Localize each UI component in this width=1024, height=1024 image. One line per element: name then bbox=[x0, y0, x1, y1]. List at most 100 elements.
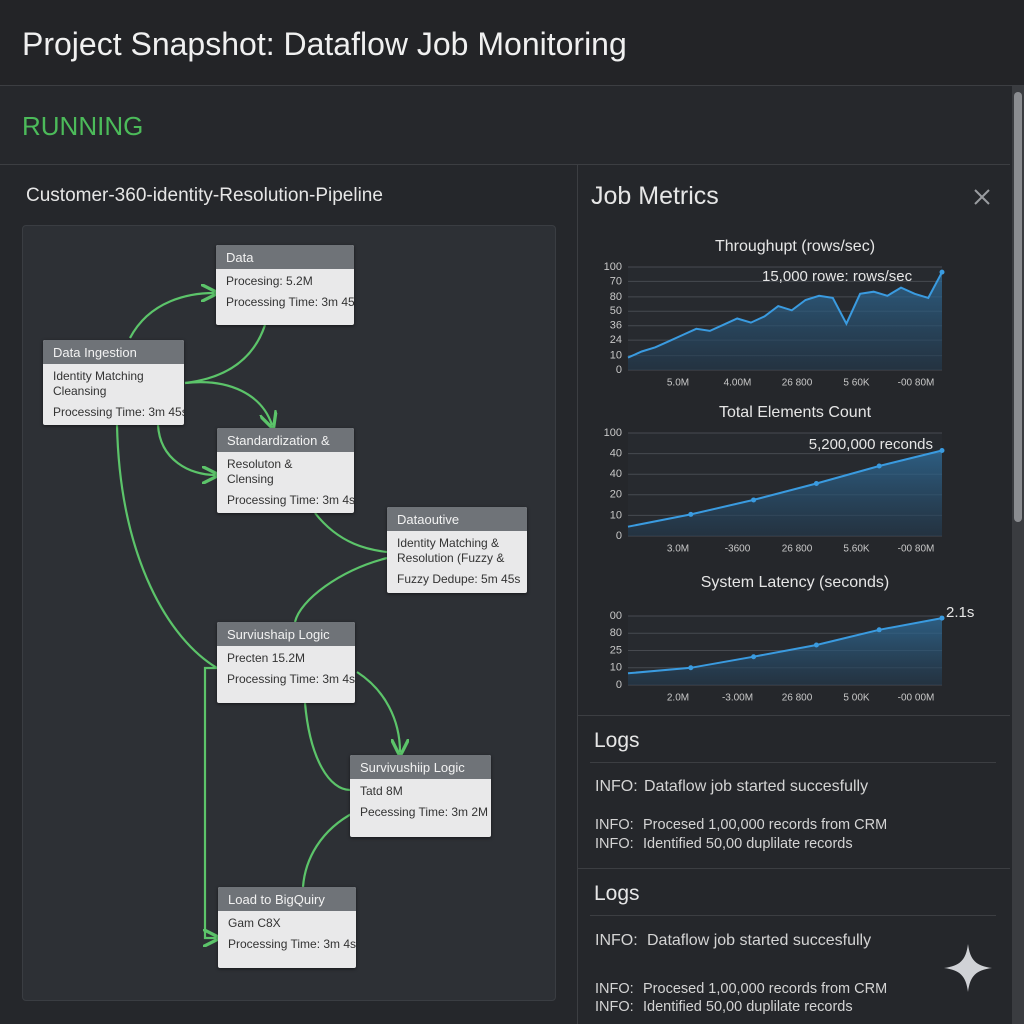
pipeline-node: Surviushaip Logic Precten 15.2M Processing… bbox=[217, 622, 355, 703]
data-point bbox=[688, 665, 694, 671]
pipeline-node: Survivushiip Logic Tatd 8M Pecessing Time:… bbox=[350, 755, 491, 837]
y-tick-label: 50 bbox=[610, 305, 622, 317]
node-body: Gam C8X Processing Time: 3m 4s bbox=[218, 911, 356, 957]
y-tick-label: 36 bbox=[610, 320, 622, 332]
edge bbox=[184, 381, 272, 425]
data-point bbox=[813, 642, 819, 648]
node-body: Procesing: 5.2M Processing Time: 3m 45s bbox=[216, 269, 354, 315]
log-message: Dataflow job started succesfully bbox=[644, 778, 869, 795]
pipeline-node: Data Procesing: 5.2M Processing Time: 3m 4… bbox=[216, 245, 354, 325]
log-level: INFO: bbox=[595, 932, 638, 949]
divider bbox=[577, 165, 578, 1024]
divider bbox=[578, 868, 1010, 869]
x-tick-label: -00 80M bbox=[898, 544, 935, 555]
y-tick-label: 10 bbox=[610, 662, 622, 674]
node-line: Fuzzy Dedupe: 5m 45s bbox=[397, 572, 521, 586]
x-tick-label: 5.0M bbox=[667, 378, 689, 389]
node-line: Tatd 8M bbox=[360, 784, 403, 798]
x-tick-label: 5 60K bbox=[843, 378, 869, 389]
edge bbox=[314, 512, 388, 554]
node-line: Processing Time: 3m 4s bbox=[227, 493, 354, 507]
node-line: Resoluton & bbox=[227, 457, 293, 471]
node-title: Survivushiip Logic bbox=[350, 755, 491, 779]
x-tick-label: -3.00M bbox=[722, 693, 753, 704]
log-level: INFO: bbox=[595, 778, 638, 795]
line-area bbox=[628, 450, 942, 536]
node-title: Dataoutive bbox=[387, 507, 527, 531]
node-line: Clensing bbox=[227, 472, 274, 486]
y-tick-label: 24 bbox=[610, 334, 622, 346]
line-series bbox=[627, 449, 943, 528]
node-title: Data bbox=[216, 245, 354, 269]
pipeline-node: Data Ingestion Identity Matching Cleansing… bbox=[43, 340, 184, 425]
node-line: Pecessing Time: 3m 2M bbox=[360, 805, 489, 819]
chart-title: Throughupt (rows/sec) bbox=[715, 238, 875, 255]
pipeline-node: Dataoutive Identity Matching & Resolution … bbox=[387, 507, 527, 593]
pipeline-name: Customer-360-identity-Resolution-Pipelin… bbox=[26, 185, 383, 206]
log-level: INFO: bbox=[595, 999, 634, 1015]
sparkle-icon[interactable] bbox=[942, 942, 994, 994]
data-point bbox=[751, 654, 757, 660]
page-title: Project Snapshot: Dataflow Job Monitorin… bbox=[22, 26, 627, 62]
logs-title: Logs bbox=[594, 882, 640, 905]
x-tick-label: 26 800 bbox=[782, 693, 813, 704]
y-tick-label: 0 bbox=[616, 530, 622, 542]
node-line: Resolution (Fuzzy & bbox=[397, 551, 505, 565]
close-button[interactable] bbox=[972, 187, 992, 207]
x-tick-label: 5.60K bbox=[843, 544, 869, 555]
log-message: Identified 50,00 duplilate records bbox=[643, 999, 853, 1015]
node-line: Identity Matching & bbox=[397, 536, 500, 550]
log-message: Procesed 1,00,000 records from CRM bbox=[643, 817, 888, 833]
y-tick-label: 100 bbox=[604, 261, 622, 273]
node-body: Identity Matching Cleansing Processing Tim… bbox=[43, 364, 184, 425]
node-title: Data Ingestion bbox=[43, 340, 184, 364]
chart-annotation: 15,000 rowe: rows/sec bbox=[762, 268, 913, 285]
node-body: Tatd 8M Pecessing Time: 3m 2M bbox=[350, 779, 491, 825]
divider bbox=[590, 762, 996, 763]
edge bbox=[205, 666, 217, 938]
status-label: RUNNING bbox=[22, 111, 144, 141]
y-tick-label: 100 bbox=[604, 427, 622, 439]
edge bbox=[293, 556, 388, 623]
edge bbox=[115, 424, 218, 669]
pipeline-node: Load to BigQuiry Gam C8X Processing Time: … bbox=[218, 887, 356, 968]
chart-annotation: 5,200,000 reconds bbox=[809, 436, 933, 453]
node-line: Gam C8X bbox=[228, 916, 281, 930]
log-level: INFO: bbox=[595, 836, 634, 852]
y-tick-label: 00 bbox=[610, 610, 622, 622]
node-body: Resoluton & Clensing Processing Time: 3m 4… bbox=[217, 452, 354, 513]
log-level: INFO: bbox=[595, 817, 634, 833]
header-bar bbox=[0, 0, 1024, 86]
scrollbar[interactable] bbox=[1012, 86, 1024, 1024]
scroll-thumb[interactable] bbox=[1014, 92, 1022, 522]
pipeline-node: Standardization & Resoluton & Clensing Proc… bbox=[217, 428, 354, 513]
node-body: Precten 15.2M Processing Time: 3m 4s bbox=[217, 646, 355, 692]
edge bbox=[301, 811, 356, 888]
y-tick-label: 80 bbox=[610, 627, 622, 639]
x-tick-label: 5 00K bbox=[843, 693, 869, 704]
x-tick-label: 3.0M bbox=[667, 544, 689, 555]
data-point bbox=[876, 463, 882, 469]
divider bbox=[590, 915, 996, 916]
node-line: Processing Time: 3m 4s bbox=[227, 672, 355, 686]
y-tick-label: 20 bbox=[610, 489, 622, 501]
data-point bbox=[939, 448, 945, 454]
node-title: Surviushaip Logic bbox=[217, 622, 355, 646]
chart-title: Total Elements Count bbox=[719, 404, 872, 421]
y-tick-label: 10 bbox=[610, 509, 622, 521]
data-point bbox=[939, 615, 945, 621]
y-tick-label: 40 bbox=[610, 468, 622, 480]
log-message: Procesed 1,00,000 records from CRM bbox=[643, 981, 888, 997]
metric-charts: Throughupt (rows/sec)10070805036241005.0… bbox=[604, 238, 975, 704]
data-point bbox=[751, 497, 757, 503]
x-tick-label: 26 800 bbox=[782, 544, 813, 555]
edges bbox=[115, 293, 400, 938]
data-point bbox=[939, 269, 945, 275]
y-tick-label: 0 bbox=[616, 679, 622, 691]
data-point bbox=[813, 480, 819, 486]
metrics-title: Job Metrics bbox=[591, 182, 719, 210]
log-level: INFO: bbox=[595, 981, 634, 997]
line-series bbox=[627, 617, 943, 675]
line-series bbox=[627, 271, 943, 359]
